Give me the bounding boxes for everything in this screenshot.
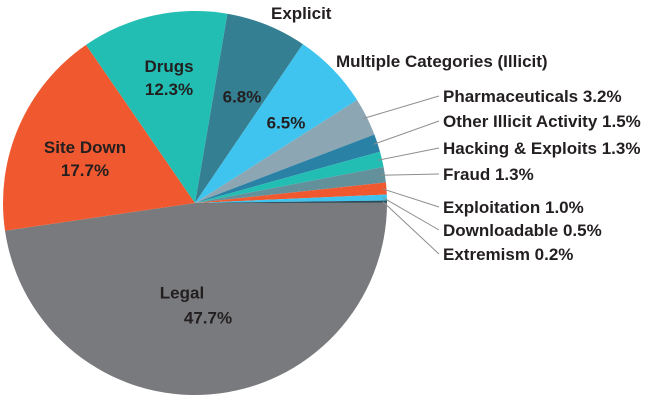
callout-other-illicit-activity: Other Illicit Activity 1.5%: [443, 112, 641, 131]
callout-hacking-exploits: Hacking & Exploits 1.3%: [443, 139, 641, 158]
leader-line-fraud: [380, 173, 440, 176]
callout-fraud: Fraud 1.3%: [443, 165, 534, 184]
leader-line-downloadable: [382, 197, 440, 231]
pie-slice-pharmaceuticals: [195, 100, 375, 203]
slice-label-legal-value: 47.7%: [183, 308, 233, 328]
pie-slice-site-down: [2, 44, 195, 231]
slice-label-drugs: Drugs 12.3%: [144, 55, 193, 101]
callout-extremism: Extremism 0.2%: [443, 245, 574, 264]
pie-slice-hacking-exploits: [195, 151, 384, 203]
slice-label-explicit: Explicit: [271, 4, 332, 23]
callout-pharmaceuticals: Pharmaceuticals 3.2%: [443, 87, 622, 106]
leader-line-pharmaceuticals: [362, 95, 440, 120]
pie-slice-extremism: [195, 200, 387, 203]
pie-slice-drugs: [86, 10, 228, 203]
pie-slice-exploitation: [195, 182, 387, 203]
pie-slice-explicit: [195, 13, 303, 203]
pie-slice-legal: [5, 202, 388, 396]
pie-slice-downloadable: [195, 194, 387, 203]
slice-label-multiple-categories: Multiple Categories (Illicit): [336, 52, 548, 71]
leader-line-hacking-exploits: [378, 147, 440, 161]
slice-label-drugs-name: Drugs: [144, 57, 194, 76]
callout-exploitation: Exploitation 1.0%: [443, 198, 584, 217]
slice-label-site-down-value: 17.7%: [60, 161, 110, 180]
callout-downloadable: Downloadable 0.5%: [443, 221, 602, 240]
leader-line-extremism: [382, 201, 440, 255]
slice-value-explicit: 6.8%: [222, 87, 262, 107]
slice-label-drugs-value: 12.3%: [144, 80, 194, 99]
leader-line-other-illicit-activity: [373, 120, 440, 145]
pie-slice-other-illicit-activity: [195, 134, 381, 203]
slice-label-legal-name: Legal: [159, 283, 205, 303]
pie-slice-fraud: [195, 166, 386, 203]
pie-slice-multiple-categories-illicit: [195, 44, 358, 203]
slice-label-site-down-name: Site Down: [43, 138, 127, 157]
slice-label-site-down: Site Down 17.7%: [44, 136, 126, 182]
leader-line-exploitation: [382, 188, 440, 208]
slice-value-multiple-categories: 6.5%: [266, 113, 306, 133]
